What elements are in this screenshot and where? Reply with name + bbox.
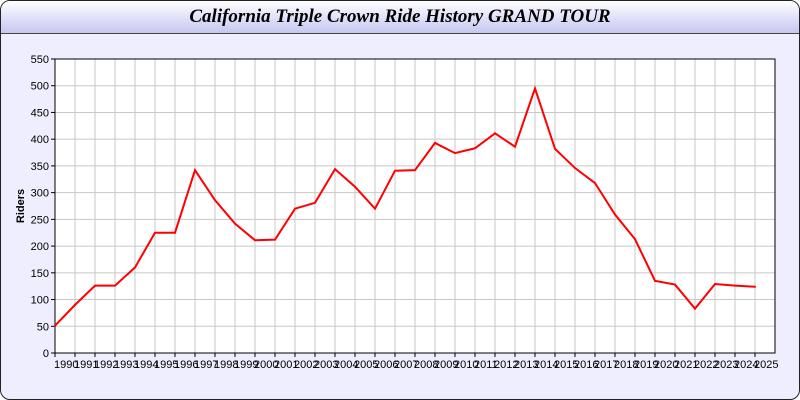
x-tick-label: 1997 [194,359,218,371]
data-point [194,169,196,172]
x-tick-label: 1999 [234,359,258,371]
plot-border [54,58,776,354]
x-tick-label: 2024 [734,359,758,371]
y-tick-label: 550 [31,54,49,66]
data-point [314,201,316,204]
series-line [54,85,756,327]
data-point [354,185,356,188]
x-tick-label: 2015 [554,359,578,371]
data-point [714,283,716,286]
x-tick-label: 1992 [94,359,118,371]
data-point [554,147,556,150]
x-tick-label: 1993 [114,359,138,371]
data-point [94,284,96,287]
y-tick-label: 0 [43,348,49,360]
y-tick-label: 350 [31,161,49,173]
data-point [454,152,456,155]
data-point [334,168,336,171]
data-point [54,324,56,327]
x-tick-label: 2007 [394,359,418,371]
x-tick-label: 2016 [574,359,598,371]
data-point [534,87,536,90]
data-point [574,167,576,170]
x-tick-label: 2021 [674,359,698,371]
data-point [634,238,636,241]
x-tick-label: 1995 [154,359,178,371]
y-tick-label: 100 [31,295,49,307]
x-tick-label: 2002 [294,359,318,371]
data-point [594,182,596,185]
data-point [614,213,616,216]
x-tick-label: 2006 [374,359,398,371]
x-tick-label: 2010 [454,359,478,371]
y-tick-label: 150 [31,268,49,280]
x-tick-label: 2018 [614,359,638,371]
data-point [674,283,676,286]
data-point [414,169,416,172]
data-point [394,169,396,172]
x-tick-label: 2017 [594,359,618,371]
data-point [134,266,136,269]
data-point [214,199,216,202]
x-tick-label: 2020 [654,359,678,371]
x-tick-label: 1991 [74,359,98,371]
data-point [114,284,116,287]
x-tick-label: 2019 [634,359,658,371]
x-tick-label: 2022 [694,359,718,371]
y-tick-label: 50 [37,321,49,333]
x-tick-label: 2023 [714,359,738,371]
data-point [74,303,76,306]
x-tick-label: 2012 [494,359,518,371]
x-tick-label: 1996 [174,359,198,371]
data-point [494,132,496,135]
x-tick-label: 1994 [134,359,158,371]
data-point [514,145,516,148]
y-tick-label: 300 [31,188,49,200]
x-tick-label: 2008 [414,359,438,371]
x-tick-label: 2004 [334,359,358,371]
data-point [754,285,756,288]
data-point [254,239,256,242]
data-point [474,147,476,150]
data-point [694,307,696,310]
data-point [374,207,376,210]
y-tick-label: 200 [31,241,49,253]
x-tick-label: 2009 [434,359,458,371]
x-tick-label: 2005 [354,359,378,371]
x-tick-label: 2014 [534,359,558,371]
data-point [294,207,296,210]
y-tick-label: 400 [31,134,49,146]
x-tick-label: 2025 [754,359,778,371]
data-point [274,238,276,241]
x-tick-label: 1998 [214,359,238,371]
x-tick-label: 1990 [54,359,78,371]
data-point [654,279,656,282]
data-point [234,222,236,225]
x-tick-label: 2013 [514,359,538,371]
x-tick-label: 2000 [254,359,278,371]
title-bar: California Triple Crown Ride History GRA… [1,1,799,34]
y-tick-label: 500 [31,81,49,93]
x-tick-label: 2003 [314,359,338,371]
data-point [734,284,736,287]
x-tick-label: 2011 [474,359,498,371]
data-point [154,231,156,234]
y-tick-label: 450 [31,107,49,119]
y-tick-label: 250 [31,214,49,226]
x-tick-label: 2001 [274,359,298,371]
data-point [434,141,436,144]
y-axis-label: Riders [15,189,27,223]
chart-title: California Triple Crown Ride History GRA… [189,6,611,27]
data-point [174,231,176,234]
